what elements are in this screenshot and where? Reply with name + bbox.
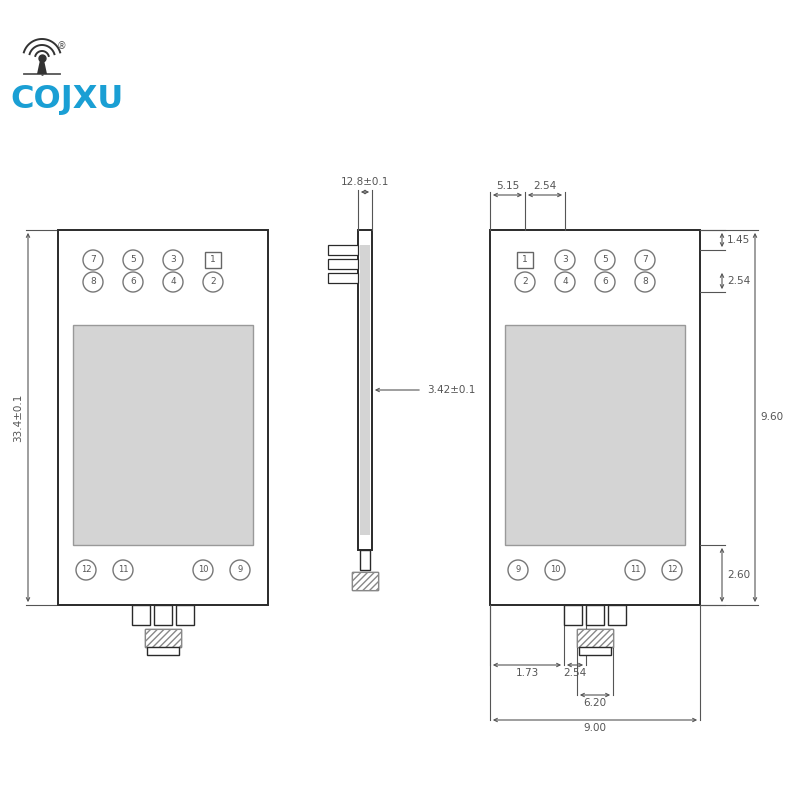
Text: 4: 4 xyxy=(562,278,568,286)
Text: 2: 2 xyxy=(210,278,216,286)
Bar xyxy=(577,629,613,647)
Bar xyxy=(147,647,179,655)
Bar xyxy=(490,230,700,605)
Bar xyxy=(352,572,378,590)
Text: 3: 3 xyxy=(562,255,568,265)
Bar xyxy=(328,245,358,255)
Text: 2.54: 2.54 xyxy=(563,668,586,678)
Text: 33.4±0.1: 33.4±0.1 xyxy=(13,394,23,442)
Bar xyxy=(577,629,613,647)
Text: 10: 10 xyxy=(550,566,560,574)
Text: 9.60: 9.60 xyxy=(760,413,783,422)
Bar xyxy=(586,605,604,625)
Bar xyxy=(328,273,358,283)
Text: 2.54: 2.54 xyxy=(727,276,750,286)
Bar xyxy=(505,325,685,545)
Text: 2.54: 2.54 xyxy=(534,181,557,191)
Text: 1: 1 xyxy=(210,255,216,265)
Text: 7: 7 xyxy=(642,255,648,265)
Text: 11: 11 xyxy=(118,566,128,574)
Text: 4: 4 xyxy=(170,278,176,286)
Text: 10: 10 xyxy=(198,566,208,574)
Bar xyxy=(145,629,181,647)
Text: 6.20: 6.20 xyxy=(583,698,606,708)
Bar xyxy=(360,245,370,535)
Bar xyxy=(132,605,150,625)
Text: ®: ® xyxy=(57,41,67,51)
Text: 5.15: 5.15 xyxy=(496,181,519,191)
Text: 5: 5 xyxy=(130,255,136,265)
Bar xyxy=(154,605,172,625)
Text: 9: 9 xyxy=(515,566,521,574)
Text: 11: 11 xyxy=(630,566,640,574)
Text: 7: 7 xyxy=(90,255,96,265)
Bar xyxy=(73,325,253,545)
Bar xyxy=(328,259,358,269)
Text: 9.00: 9.00 xyxy=(583,723,606,733)
Text: 1.73: 1.73 xyxy=(515,668,538,678)
Text: 8: 8 xyxy=(642,278,648,286)
Text: 5: 5 xyxy=(602,255,608,265)
Bar xyxy=(58,230,268,605)
Text: 2: 2 xyxy=(522,278,528,286)
Text: 3.42±0.1: 3.42±0.1 xyxy=(427,385,475,395)
Text: 12: 12 xyxy=(666,566,678,574)
Text: 2.60: 2.60 xyxy=(727,570,750,580)
Text: 12.8±0.1: 12.8±0.1 xyxy=(341,177,389,187)
Bar xyxy=(176,605,194,625)
Bar xyxy=(352,572,378,590)
Text: 9: 9 xyxy=(238,566,242,574)
Bar xyxy=(517,252,533,268)
Bar xyxy=(360,550,370,570)
Text: 6: 6 xyxy=(130,278,136,286)
Text: COJXU: COJXU xyxy=(10,84,123,115)
Text: 1: 1 xyxy=(522,255,528,265)
Text: 6: 6 xyxy=(602,278,608,286)
Polygon shape xyxy=(37,60,47,74)
Text: 12: 12 xyxy=(81,566,91,574)
Bar xyxy=(608,605,626,625)
Bar xyxy=(564,605,582,625)
Bar xyxy=(205,252,221,268)
Bar xyxy=(358,230,372,550)
Text: 8: 8 xyxy=(90,278,96,286)
Bar xyxy=(145,629,181,647)
Bar xyxy=(579,647,611,655)
Text: 1.45: 1.45 xyxy=(727,235,750,245)
Text: 3: 3 xyxy=(170,255,176,265)
